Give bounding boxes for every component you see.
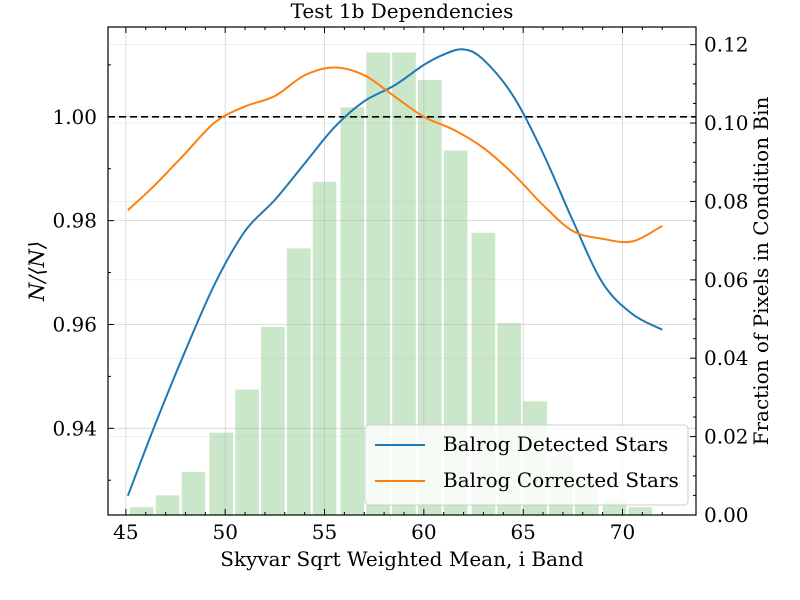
y-axis-label: N/⟨N⟩ bbox=[25, 241, 49, 302]
histogram-bar bbox=[392, 52, 416, 516]
y-tick-label: 0.98 bbox=[52, 209, 97, 233]
x-tick-labels: 45 50 55 60 65 70 bbox=[113, 520, 635, 544]
y-tick-label: 0.94 bbox=[52, 416, 97, 440]
y2-tick-label: 0.06 bbox=[704, 268, 749, 292]
legend-label-corrected: Balrog Corrected Stars bbox=[443, 468, 679, 492]
x-tick-label: 55 bbox=[312, 520, 337, 544]
series-lines bbox=[126, 48, 663, 497]
series-line-detected bbox=[126, 48, 663, 497]
y2-tick-label: 0.04 bbox=[704, 346, 749, 370]
x-tick-label: 70 bbox=[610, 520, 635, 544]
x-tick-label: 50 bbox=[212, 520, 237, 544]
y2-axis-label: Fraction of Pixels in Condition Bin bbox=[749, 96, 773, 445]
histogram-bar bbox=[155, 495, 180, 515]
histogram-bar bbox=[628, 507, 653, 515]
series-line-corrected bbox=[127, 66, 663, 244]
plot-frame bbox=[107, 26, 697, 516]
y2-tick-label: 0.02 bbox=[704, 425, 749, 449]
y2-tick-labels: 0.00 0.02 0.04 0.06 0.08 0.10 0.12 bbox=[704, 33, 749, 527]
histogram-bar bbox=[443, 150, 468, 515]
x-tick-label: 60 bbox=[411, 520, 436, 544]
y-tick-label: 0.96 bbox=[52, 312, 97, 336]
legend-label-detected: Balrog Detected Stars bbox=[443, 432, 668, 456]
y2-tick-label: 0.12 bbox=[704, 33, 749, 57]
y2-tick-label: 0.10 bbox=[704, 111, 749, 135]
y2-tick-label: 0.00 bbox=[704, 503, 749, 527]
histogram-bar bbox=[261, 326, 285, 515]
legend-box bbox=[364, 424, 689, 506]
x-tick-label: 65 bbox=[510, 520, 535, 544]
chart-title: Test 1b Dependencies bbox=[291, 0, 514, 23]
histogram-bar bbox=[129, 507, 154, 515]
histogram-bar bbox=[235, 389, 259, 515]
legend: Balrog Detected Stars Balrog Corrected S… bbox=[364, 424, 689, 506]
histogram-bar bbox=[340, 107, 365, 515]
y-tick-label: 1.00 bbox=[52, 105, 97, 129]
axis-ticks bbox=[108, 27, 696, 516]
y-tick-labels: 0.94 0.96 0.98 1.00 bbox=[52, 105, 97, 440]
x-axis-label: Skyvar Sqrt Weighted Mean, i Band bbox=[220, 547, 584, 571]
histogram-bar bbox=[286, 248, 311, 515]
y2-tick-label: 0.08 bbox=[704, 189, 749, 213]
histogram-bar bbox=[209, 432, 234, 515]
histogram-bar bbox=[181, 471, 206, 515]
histogram-bar bbox=[366, 52, 390, 516]
x-tick-label: 45 bbox=[113, 520, 138, 544]
